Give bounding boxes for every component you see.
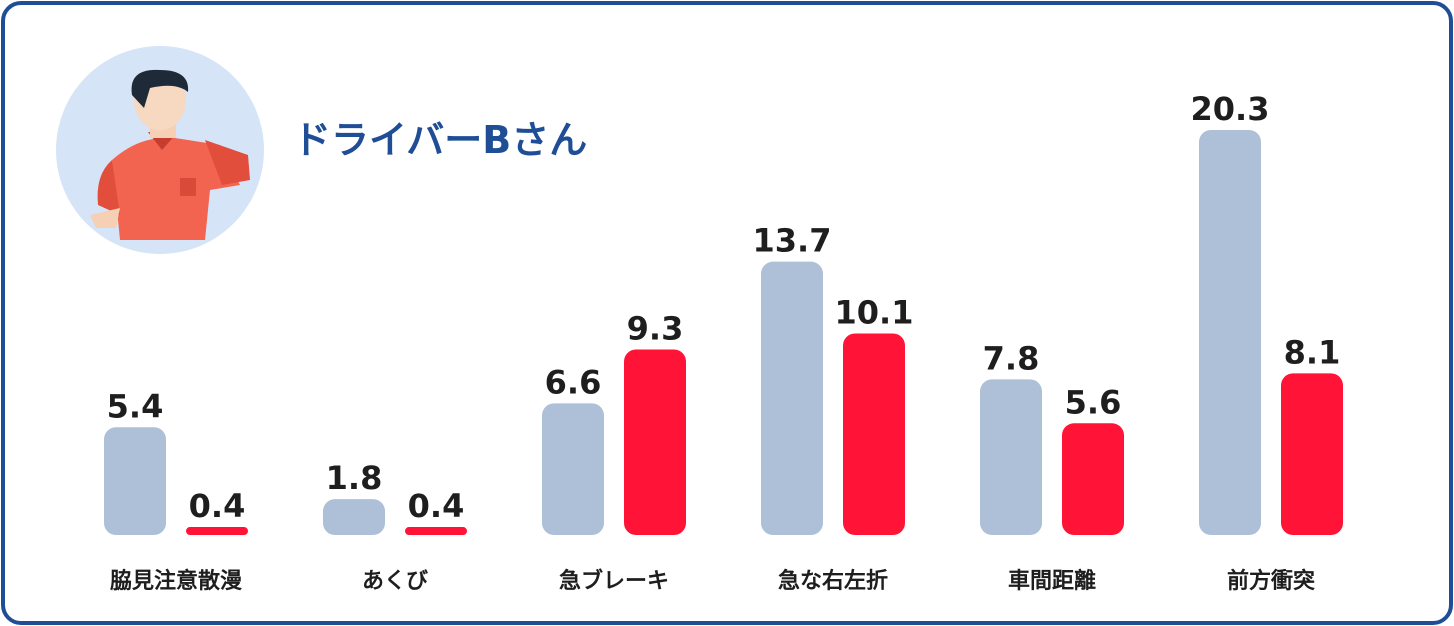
x-tick-label: 急ブレーキ — [559, 568, 669, 594]
x-tick-label: 車間距離 — [1008, 568, 1096, 594]
bar — [1199, 130, 1261, 535]
value-label: 9.3 — [627, 309, 684, 347]
x-tick-label: 急な右左折 — [778, 568, 888, 594]
value-label: 10.1 — [835, 293, 914, 331]
x-tick-label: あくび — [362, 569, 428, 594]
chart-title: ドライバーBさん — [293, 118, 587, 162]
bar — [1281, 373, 1343, 535]
bar — [542, 403, 604, 535]
value-label: 5.6 — [1065, 383, 1122, 421]
value-label: 8.1 — [1284, 333, 1341, 371]
bar — [186, 527, 248, 535]
value-label: 0.4 — [189, 487, 246, 525]
bar — [843, 333, 905, 535]
value-label: 7.8 — [983, 339, 1040, 377]
value-label: 1.8 — [326, 459, 383, 497]
bar — [624, 349, 686, 535]
x-tick-label: 前方衝突 — [1227, 568, 1315, 594]
value-label: 5.4 — [107, 387, 164, 425]
bar — [323, 499, 385, 535]
x-tick-label: 脇見注意散漫 — [110, 568, 242, 594]
value-label: 6.6 — [545, 363, 602, 401]
bar — [405, 527, 467, 535]
value-label: 20.3 — [1191, 90, 1270, 128]
bar — [980, 379, 1042, 535]
value-label: 13.7 — [753, 222, 832, 260]
value-label: 0.4 — [408, 487, 465, 525]
avatar — [56, 46, 264, 254]
bar — [1062, 423, 1124, 535]
bar — [761, 261, 823, 535]
bar — [104, 427, 166, 535]
